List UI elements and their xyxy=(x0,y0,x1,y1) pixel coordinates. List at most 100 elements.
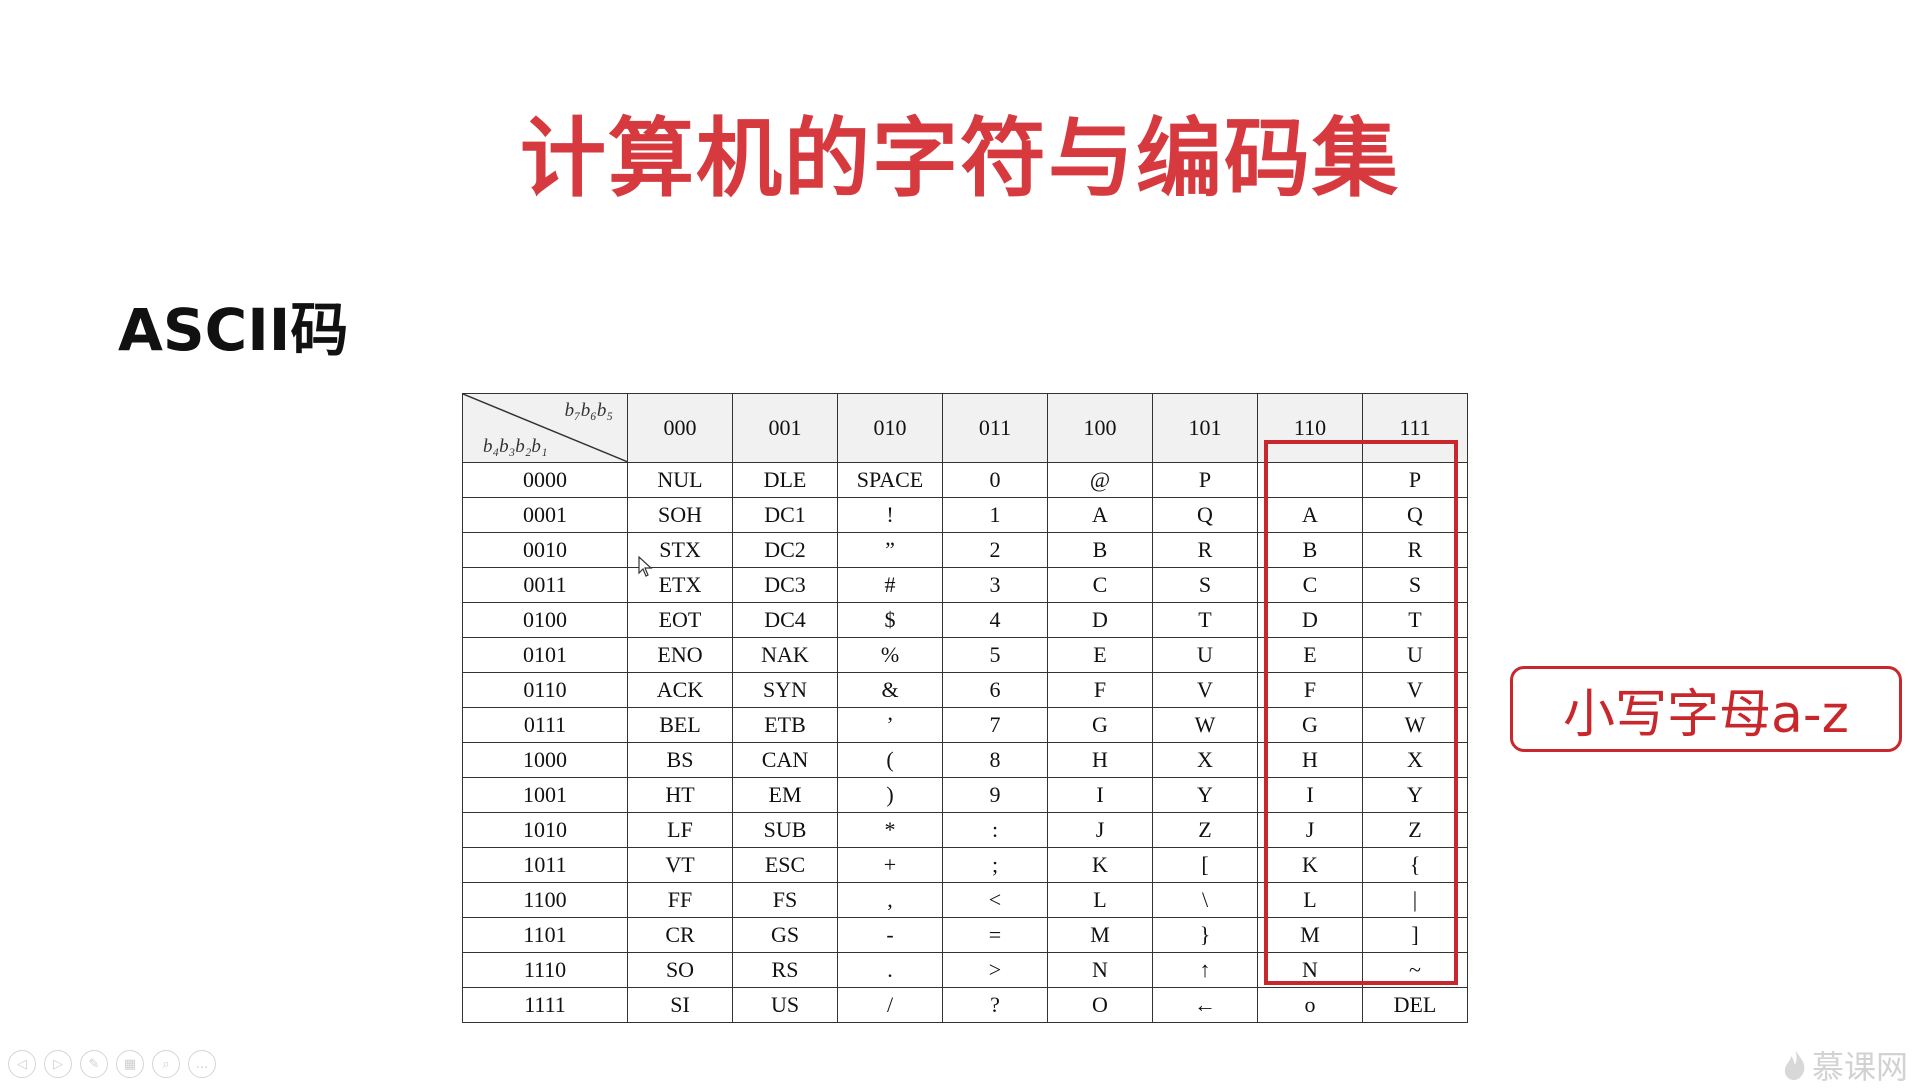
table-cell: C xyxy=(1047,567,1153,603)
column-header: 011 xyxy=(942,393,1048,463)
table-cell: X xyxy=(1152,742,1258,778)
pen-tool-button[interactable]: ✎ xyxy=(80,1050,108,1078)
table-cell: K xyxy=(1047,847,1153,883)
table-cell: BS xyxy=(627,742,733,778)
table-cell: SUB xyxy=(732,812,838,848)
table-cell: RS xyxy=(732,952,838,988)
table-cell: 7 xyxy=(942,707,1048,743)
table-cell: S xyxy=(1152,567,1258,603)
table-cell: EOT xyxy=(627,602,733,638)
table-cell: W xyxy=(1152,707,1258,743)
column-header: 000 xyxy=(627,393,733,463)
table-cell: G xyxy=(1257,707,1363,743)
row-header-cell: 0110 xyxy=(462,672,628,708)
table-cell: ETB xyxy=(732,707,838,743)
table-cell: J xyxy=(1047,812,1153,848)
row-header-cell: 1000 xyxy=(462,742,628,778)
table-cell: 1 xyxy=(942,497,1048,533)
table-cell: D xyxy=(1047,602,1153,638)
presentation-toolbar: ◁ ▷ ✎ ▦ ⌕ … xyxy=(8,1050,216,1078)
table-cell: - xyxy=(837,917,943,953)
callout-label: 小写字母a-z xyxy=(1510,666,1902,752)
table-cell: J xyxy=(1257,812,1363,848)
table-row: 1010 LF SUB *: J Z J Z xyxy=(462,812,1468,848)
table-cell: FF xyxy=(627,882,733,918)
row-header-cell: 0111 xyxy=(462,707,628,743)
next-slide-button[interactable]: ▷ xyxy=(44,1050,72,1078)
prev-slide-button[interactable]: ◁ xyxy=(8,1050,36,1078)
table-cell: 5 xyxy=(942,637,1048,673)
table-cell: M xyxy=(1047,917,1153,953)
row-header-cell: 1011 xyxy=(462,847,628,883)
table-cell: GS xyxy=(732,917,838,953)
table-cell: SPACE xyxy=(837,462,943,498)
table-cell: SI xyxy=(627,987,733,1023)
table-cell: U xyxy=(1152,637,1258,673)
table-cell: H xyxy=(1047,742,1153,778)
table-cell: I xyxy=(1047,777,1153,813)
table-cell: DLE xyxy=(732,462,838,498)
table-row: 1101 CR GS - = M} M] xyxy=(462,917,1468,953)
table-cell: ! xyxy=(837,497,943,533)
table-cell: ? xyxy=(942,987,1048,1023)
table-cell: US xyxy=(732,987,838,1023)
table-cell: : xyxy=(942,812,1048,848)
table-row: 0111 BEL ETB’ 7 G W G W xyxy=(462,707,1468,743)
table-cell: ESC xyxy=(732,847,838,883)
table-row: 0110 ACK SYN & 6 F V F V xyxy=(462,672,1468,708)
table-cell: SOH xyxy=(627,497,733,533)
table-cell: ) xyxy=(837,777,943,813)
table-cell: D xyxy=(1257,602,1363,638)
table-cell: R xyxy=(1152,532,1258,568)
section-title: ASCII码 xyxy=(118,296,349,364)
table-cell: EM xyxy=(732,777,838,813)
table-cell: CAN xyxy=(732,742,838,778)
table-cell: * xyxy=(837,812,943,848)
table-cell: X xyxy=(1362,742,1468,778)
column-header: 001 xyxy=(732,393,838,463)
table-cell: ACK xyxy=(627,672,733,708)
table-cell: HT xyxy=(627,777,733,813)
table-cell: NUL xyxy=(627,462,733,498)
table-cell: SO xyxy=(627,952,733,988)
table-cell: , xyxy=(837,882,943,918)
slides-overview-button[interactable]: ▦ xyxy=(116,1050,144,1078)
table-row: 1110 SO RS. > N ↑ N ~ xyxy=(462,952,1468,988)
row-header-cell: 0011 xyxy=(462,567,628,603)
table-cell: 8 xyxy=(942,742,1048,778)
table-cell: VT xyxy=(627,847,733,883)
table-cell: LF xyxy=(627,812,733,848)
table-cell: 3 xyxy=(942,567,1048,603)
table-cell: [ xyxy=(1152,847,1258,883)
table-cell: W xyxy=(1362,707,1468,743)
table-cell: 2 xyxy=(942,532,1048,568)
corner-diagonal-line xyxy=(463,394,628,462)
row-header-cell: 0100 xyxy=(462,602,628,638)
table-cell: = xyxy=(942,917,1048,953)
table-cell: L xyxy=(1257,882,1363,918)
table-cell: P xyxy=(1152,462,1258,498)
table-row: 1111 SI US /? O ← o DEL xyxy=(462,987,1468,1023)
watermark-text: 慕课网 xyxy=(1812,1048,1909,1086)
table-row: 0000 NUL DLE SPACE 0 @ P P xyxy=(462,462,1468,498)
mouse-cursor-icon xyxy=(638,556,653,577)
table-row: 1100 FF FS, < L \ L | xyxy=(462,882,1468,918)
zoom-button[interactable]: ⌕ xyxy=(152,1050,180,1078)
ascii-table: b₇b₆b₅ b₄b₃b₂b₁ 000 001 010 011 100 101 … xyxy=(462,393,1468,1023)
table-corner-cell: b₇b₆b₅ b₄b₃b₂b₁ xyxy=(462,393,628,463)
table-header-row: b₇b₆b₅ b₄b₃b₂b₁ 000 001 010 011 100 101 … xyxy=(462,393,1468,463)
table-cell: DC2 xyxy=(732,532,838,568)
table-cell: Z xyxy=(1362,812,1468,848)
column-header: 100 xyxy=(1047,393,1153,463)
table-cell: Y xyxy=(1152,777,1258,813)
row-header-cell: 0101 xyxy=(462,637,628,673)
flame-logo-icon xyxy=(1784,1050,1805,1080)
column-header: 111 xyxy=(1362,393,1468,463)
row-header-cell: 1110 xyxy=(462,952,628,988)
table-cell: $ xyxy=(837,602,943,638)
table-cell: / xyxy=(837,987,943,1023)
table-cell: V xyxy=(1362,672,1468,708)
table-row: 0011 ETX DC3 #3 C S C S xyxy=(462,567,1468,603)
table-cell: . xyxy=(837,952,943,988)
more-options-button[interactable]: … xyxy=(188,1050,216,1078)
